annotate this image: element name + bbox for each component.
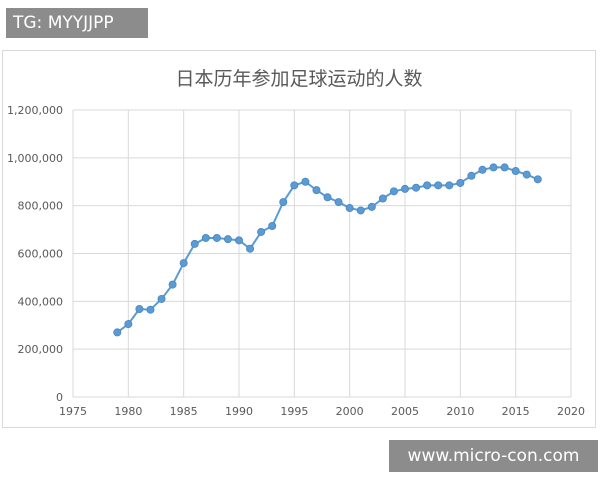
x-axis-ticks: 1975 1980 1985 1990 1995 2000 2005 2010 2015 2020 bbox=[59, 405, 585, 418]
watermark: www.micro-con.com bbox=[389, 440, 598, 472]
data-point bbox=[290, 181, 299, 190]
data-point bbox=[246, 244, 255, 253]
data-point bbox=[301, 177, 310, 186]
x-tick-label: 2015 bbox=[502, 405, 530, 418]
data-point bbox=[168, 280, 177, 289]
data-point bbox=[279, 198, 288, 207]
y-axis-ticks: 0 200,000 400,000 600,000 800,000 1,000,000 1,… bbox=[7, 104, 63, 404]
series-line bbox=[116, 166, 539, 334]
data-point bbox=[456, 178, 465, 187]
telegram-id-label: TG: MYYJJPP bbox=[6, 8, 148, 38]
x-tick-label: 1995 bbox=[280, 405, 308, 418]
x-tick-label: 1985 bbox=[170, 405, 198, 418]
data-point bbox=[445, 181, 454, 190]
series-layer bbox=[113, 163, 542, 337]
y-tick-label: 0 bbox=[56, 391, 63, 404]
data-point bbox=[190, 239, 199, 248]
data-point bbox=[423, 181, 432, 190]
data-point bbox=[489, 163, 498, 172]
data-point bbox=[323, 193, 332, 202]
data-point bbox=[434, 181, 443, 190]
x-tick-label: 1980 bbox=[114, 405, 142, 418]
x-tick-label: 1990 bbox=[225, 405, 253, 418]
y-tick-label: 1,200,000 bbox=[7, 104, 63, 117]
y-tick-label: 600,000 bbox=[18, 248, 64, 261]
data-point bbox=[467, 171, 476, 180]
data-point bbox=[478, 165, 487, 174]
y-tick-label: 1,000,000 bbox=[7, 152, 63, 165]
y-tick-label: 400,000 bbox=[18, 295, 64, 308]
data-point bbox=[378, 194, 387, 203]
x-tick-label: 2010 bbox=[446, 405, 474, 418]
data-point bbox=[212, 233, 221, 242]
x-tick-label: 2005 bbox=[391, 405, 419, 418]
data-point bbox=[533, 175, 542, 184]
data-point bbox=[201, 233, 210, 242]
x-tick-label: 1975 bbox=[59, 405, 87, 418]
x-tick-label: 2000 bbox=[336, 405, 364, 418]
data-point bbox=[345, 204, 354, 213]
data-point bbox=[312, 186, 321, 195]
data-point bbox=[146, 305, 155, 314]
data-point bbox=[157, 294, 166, 303]
data-point bbox=[334, 198, 343, 207]
line-chart: 日本历年参加足球运动的人数 1975 1980 1985 1990 1995 2000 20… bbox=[7, 68, 585, 418]
data-point bbox=[500, 163, 509, 172]
data-point bbox=[511, 166, 520, 175]
data-point bbox=[113, 328, 122, 337]
y-tick-label: 800,000 bbox=[18, 200, 64, 213]
chart-frame: 日本历年参加足球运动的人数 1975 1980 1985 1990 1995 2000 20… bbox=[2, 50, 596, 428]
data-point bbox=[522, 170, 531, 179]
data-point bbox=[412, 183, 421, 192]
data-point bbox=[257, 227, 266, 236]
data-point bbox=[124, 320, 133, 329]
data-point bbox=[389, 187, 398, 196]
data-point bbox=[223, 235, 232, 244]
y-tick-label: 200,000 bbox=[18, 343, 64, 356]
data-point bbox=[356, 206, 365, 215]
data-point bbox=[400, 184, 409, 193]
data-point bbox=[135, 304, 144, 313]
data-point bbox=[234, 236, 243, 245]
chart-title: 日本历年参加足球运动的人数 bbox=[175, 68, 422, 90]
data-point bbox=[367, 202, 376, 211]
gridlines bbox=[72, 109, 572, 398]
data-point bbox=[179, 259, 188, 268]
x-tick-label: 2020 bbox=[557, 405, 585, 418]
data-point bbox=[268, 221, 277, 230]
